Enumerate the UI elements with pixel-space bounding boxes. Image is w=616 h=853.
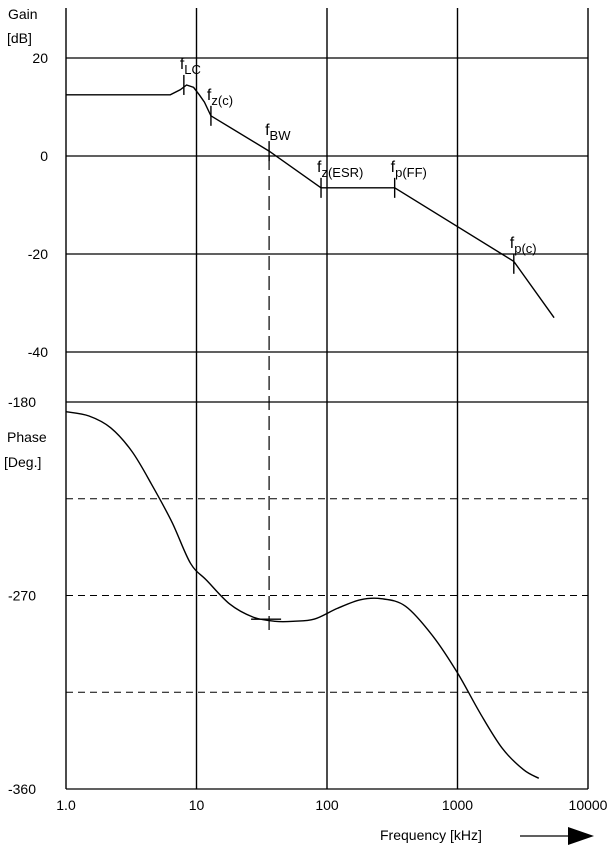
phase-ylabel-line2: [Deg.] [4,454,41,470]
curves [65,84,555,779]
x-tick-label: 1.0 [56,797,76,813]
gain-tick-label: 0 [40,148,48,164]
frequency-marker-label: fp(FF) [391,159,427,180]
x-tick-label: 100 [315,797,339,813]
phase-ylabel-line1: Phase [7,429,47,445]
x-axis-label: Frequency [kHz] [380,827,482,843]
gain-tick-label: -20 [28,246,48,262]
frequency-marker-label: fLC [180,56,201,77]
gain-curve [66,84,555,319]
dashed-guides [66,156,588,693]
x-tick-label: 10 [189,797,205,813]
x-tick-label: 10000 [569,797,608,813]
frequency-marker-label: fz(ESR) [317,159,363,180]
frequency-marker-label: fBW [265,122,291,143]
arrow-right-icon [520,827,594,845]
phase-tick-label: -360 [8,781,36,797]
frequency-marker-label: fz(c) [207,87,233,108]
gain-ylabel-line2: [dB] [7,30,32,46]
phase-curve [65,411,540,779]
gain-tick-label: 20 [32,50,48,66]
labels: 1.0 10 100 1000 10000 20 0 -20 -40 -180 -270 -360 fL… [8,50,608,813]
gain-tick-label: -40 [28,344,48,360]
grid [65,8,589,790]
markers [183,74,515,620]
phase-tick-label: -270 [8,588,36,604]
phase-tick-label: -180 [8,394,36,410]
x-tick-label: 1000 [442,797,473,813]
frequency-marker-label: fp(c) [510,235,537,256]
gain-ylabel-line1: Gain [8,6,38,22]
